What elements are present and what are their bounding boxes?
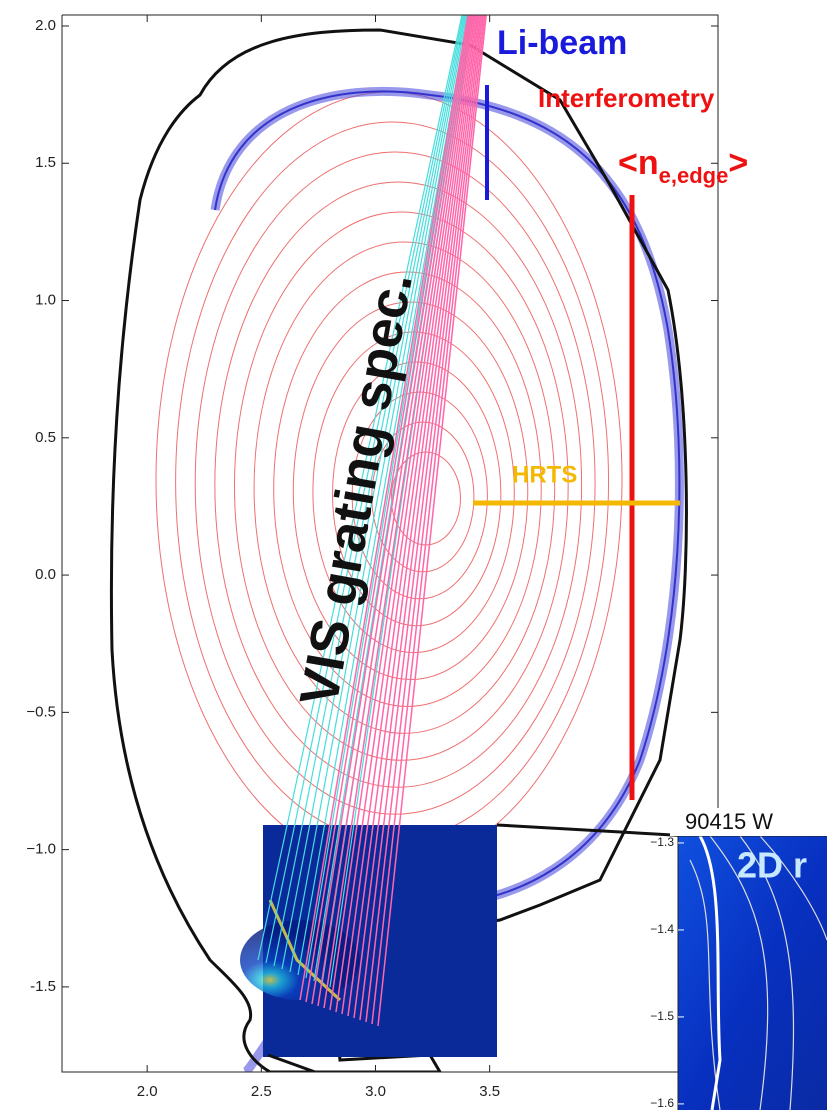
x-tick-label: 2.5	[251, 1083, 272, 1100]
y-tick-label: 0.0	[35, 566, 56, 583]
y-tick-label: 2.0	[35, 17, 56, 34]
inset-y-tick-label: −1.5	[650, 1009, 674, 1023]
density-label-main: <n	[618, 144, 659, 182]
plot-area	[111, 15, 690, 1110]
x-tick-label: 2.0	[137, 1083, 158, 1100]
li-beam-label: Li-beam	[497, 24, 627, 62]
inset-y-tick-label: −1.3	[650, 835, 674, 849]
inset: 90415 W 2D r −1.3 −1.4 −1.5 −1.6	[650, 808, 827, 1110]
density-label-end: >	[728, 144, 748, 182]
hrts-label: HRTS	[512, 461, 577, 488]
density-label-sub: e,edge	[659, 163, 729, 188]
inset-y-tick-label: −1.6	[650, 1096, 674, 1110]
x-tick-label: 3.0	[365, 1083, 386, 1100]
y-tick-label: 1.0	[35, 291, 56, 308]
inset-title: 90415 W	[685, 809, 773, 834]
y-tick-label: −0.5	[26, 703, 56, 720]
zoom-connector	[268, 1055, 420, 1110]
inset-y-tick-label: −1.4	[650, 922, 674, 936]
x-tick-label: 3.5	[479, 1083, 500, 1100]
figure: 90415 W 2D r −1.3 −1.4 −1.5 −1.6 2.0 2.5 3.0 3.5…	[0, 0, 827, 1110]
y-tick-label: 1.5	[35, 154, 56, 171]
y-tick-label: -1.5	[30, 978, 56, 995]
y-tick-label: 0.5	[35, 429, 56, 446]
y-tick-label: −1.0	[26, 841, 56, 858]
interferometry-label: Interferometry	[538, 83, 715, 113]
inset-annotation: 2D r	[737, 845, 807, 886]
density-label: <ne,edge>	[618, 144, 748, 188]
